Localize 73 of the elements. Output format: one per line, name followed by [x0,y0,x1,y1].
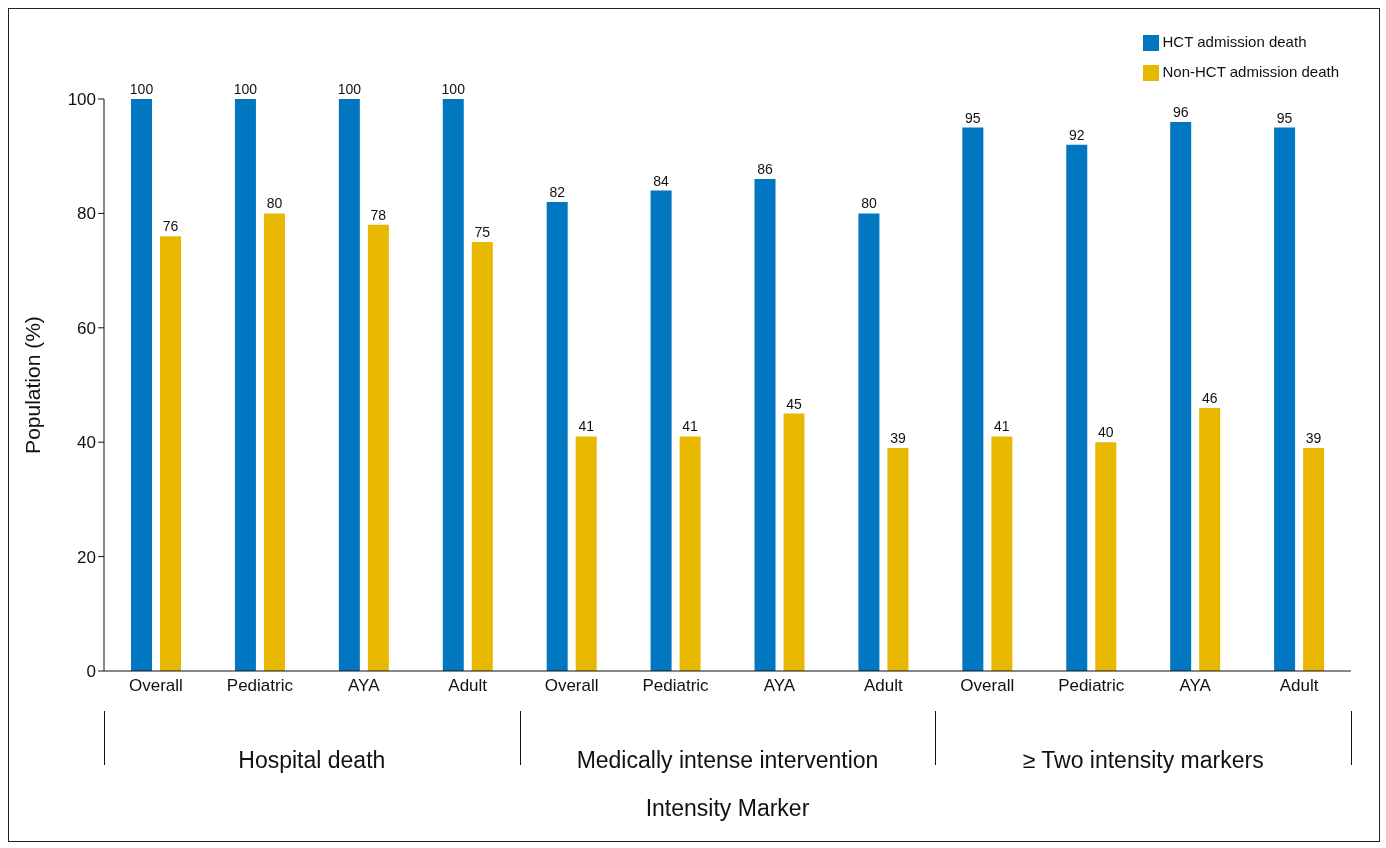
bar [887,447,909,671]
bar [679,436,701,671]
bar [1199,407,1221,671]
bar [442,99,464,671]
data-label: 41 [682,418,699,435]
y-tick-label: 80 [77,204,96,224]
x-tick-label: AYA [348,676,381,696]
data-label: 39 [890,429,906,446]
x-tick-label: AYA [1179,676,1212,696]
data-label: 84 [653,172,670,189]
data-label: 46 [1201,389,1218,406]
x-tick-label: Adult [448,676,488,696]
bar [991,436,1013,671]
x-tick-label: Overall [960,676,1015,696]
x-axis-title: Intensity Marker [644,795,811,822]
bar [754,179,776,671]
data-label: 100 [337,81,362,97]
legend-label: Non-HCT admission death [1162,63,1339,80]
bar [650,190,672,671]
x-tick-label: Pediatric [226,676,294,696]
data-label: 80 [861,195,877,212]
data-label: 80 [266,195,283,212]
y-tick-label: 40 [77,433,96,453]
bar [263,213,285,671]
bar [962,127,984,671]
data-label: 100 [233,81,258,97]
text: ≥ Two intensity markers [1021,747,1265,774]
data-label: 82 [549,183,566,200]
x-tick-label: Adult [864,676,904,696]
bar [858,213,880,671]
data-label: 40 [1097,424,1114,441]
x-tick-label: Pediatric [1058,676,1125,696]
y-tick-label: 0 [86,662,96,682]
y-tick-label: 20 [77,547,96,567]
y-tick-label: 60 [77,318,96,338]
text: Medically intense intervention [575,747,880,774]
bar [575,436,597,671]
text: Hospital death [237,747,387,774]
data-label: 95 [1276,109,1293,126]
data-label: 76 [162,218,179,235]
x-tick-label: Overall [544,676,599,696]
data-label: 86 [757,161,774,178]
x-tick-label: Pediatric [642,676,710,696]
data-label: 75 [474,224,491,240]
data-label: 100 [441,81,466,97]
data-label: 96 [1172,103,1189,120]
bar [546,201,568,671]
data-label: 41 [578,418,595,435]
y-axis-title: Population (%) [21,316,45,454]
y-tick-label: 100 [67,90,96,110]
data-label: 78 [370,206,387,223]
data-label: 39 [1305,429,1322,446]
legend-label: HCT admission death [1162,33,1307,50]
bar [367,224,389,671]
bar [1066,144,1088,671]
data-label: 45 [786,395,803,412]
data-label: 100 [129,81,154,97]
bar [783,413,805,671]
bar [338,99,360,671]
bar [160,236,182,671]
data-label: 95 [965,109,981,126]
bar [1303,447,1325,671]
bar [234,99,256,671]
bar [131,99,153,671]
bar [1274,127,1296,671]
x-tick-label: Adult [1279,676,1319,696]
bar [1095,442,1117,671]
x-tick-label: Overall [129,676,183,696]
data-label: 92 [1068,126,1085,143]
data-label: 41 [994,418,1010,435]
bar [471,242,493,671]
bar [1170,121,1192,671]
x-tick-label: AYA [763,676,796,696]
